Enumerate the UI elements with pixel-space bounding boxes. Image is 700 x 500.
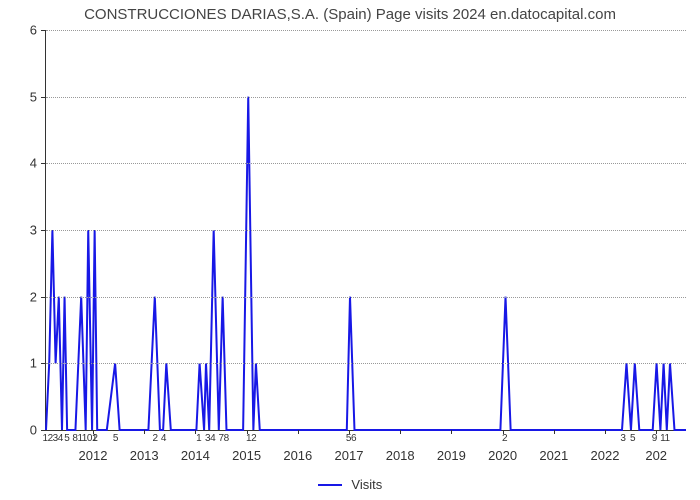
xtick-minor-label: 5 <box>630 433 635 444</box>
xtick-mark <box>144 430 145 434</box>
xtick-mark <box>554 430 555 434</box>
xtick-minor-label: 2 <box>251 433 256 444</box>
visits-series-path <box>46 97 686 430</box>
xtick-year-label: 2014 <box>181 448 210 463</box>
legend-label: Visits <box>351 477 382 492</box>
xtick-year-label: 2015 <box>232 448 261 463</box>
ytick-mark <box>41 230 45 231</box>
xtick-minor-label: 8 <box>224 433 229 444</box>
gridline <box>46 297 686 298</box>
ytick-label: 4 <box>0 156 37 171</box>
ytick-mark <box>41 430 45 431</box>
xtick-year-label: 2018 <box>386 448 415 463</box>
xtick-mark <box>400 430 401 434</box>
legend: Visits <box>0 476 700 492</box>
xtick-minor-label: 5 <box>113 433 118 444</box>
ytick-mark <box>41 163 45 164</box>
gridline <box>46 163 686 164</box>
xtick-minor-label: 2 <box>92 433 97 444</box>
chart-title: CONSTRUCCIONES DARIAS,S.A. (Spain) Page … <box>0 6 700 23</box>
ytick-label: 3 <box>0 223 37 238</box>
xtick-minor-label: 4 <box>161 433 166 444</box>
gridline <box>46 97 686 98</box>
xtick-minor-label: 1234 <box>43 433 63 444</box>
legend-swatch <box>318 484 342 486</box>
ytick-mark <box>41 97 45 98</box>
xtick-minor-label: 2 <box>153 433 158 444</box>
xtick-year-label: 202 <box>645 448 667 463</box>
xtick-year-label: 2019 <box>437 448 466 463</box>
xtick-minor-label: 3 <box>620 433 625 444</box>
xtick-year-label: 2012 <box>79 448 108 463</box>
gridline <box>46 230 686 231</box>
ytick-label: 1 <box>0 356 37 371</box>
xtick-mark <box>298 430 299 434</box>
plot-area <box>45 30 686 431</box>
xtick-mark <box>605 430 606 434</box>
xtick-minor-label: 9 <box>652 433 657 444</box>
xtick-minor-label: 1 <box>665 433 670 444</box>
xtick-year-label: 2016 <box>283 448 312 463</box>
gridline <box>46 30 686 31</box>
ytick-label: 2 <box>0 289 37 304</box>
ytick-mark <box>41 30 45 31</box>
xtick-minor-label: 5 <box>64 433 69 444</box>
gridline <box>46 363 686 364</box>
xtick-year-label: 2020 <box>488 448 517 463</box>
xtick-year-label: 2013 <box>130 448 159 463</box>
ytick-label: 6 <box>0 23 37 38</box>
ytick-label: 0 <box>0 423 37 438</box>
xtick-year-label: 2017 <box>335 448 364 463</box>
xtick-minor-label: 2 <box>502 433 507 444</box>
xtick-mark <box>451 430 452 434</box>
xtick-year-label: 2021 <box>539 448 568 463</box>
xtick-year-label: 2022 <box>591 448 620 463</box>
xtick-minor-label: 1 <box>196 433 201 444</box>
xtick-minor-label: 6 <box>351 433 356 444</box>
ytick-label: 5 <box>0 89 37 104</box>
ytick-mark <box>41 297 45 298</box>
chart-container: CONSTRUCCIONES DARIAS,S.A. (Spain) Page … <box>0 0 700 500</box>
ytick-mark <box>41 363 45 364</box>
xtick-minor-label: 34 <box>205 433 215 444</box>
